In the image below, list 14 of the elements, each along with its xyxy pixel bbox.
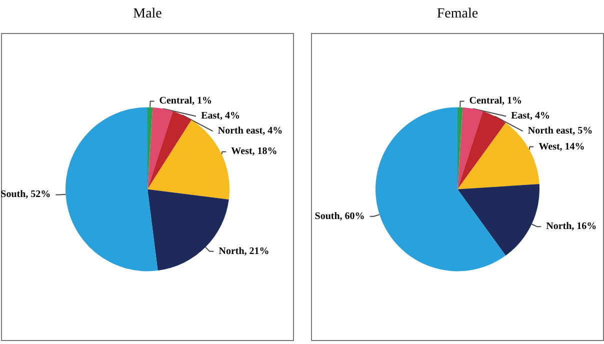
slice-label: East, 4%: [201, 110, 240, 122]
slice-label: North, 21%: [218, 246, 270, 257]
slice-label: West, 18%: [231, 146, 278, 158]
chart-title: Male: [133, 6, 162, 22]
slice-label: North east, 5%: [528, 126, 593, 137]
slice-label: Central, 1%: [159, 96, 212, 107]
slice-label: West, 14%: [538, 141, 585, 152]
chart-title: Female: [436, 6, 478, 22]
slice-label: North, 16%: [546, 221, 597, 232]
slice-label: East, 4%: [511, 110, 550, 122]
slice-label: Central, 1%: [469, 96, 522, 107]
slice-label: South, 52%: [0, 189, 51, 200]
slice-label: South, 60%: [314, 210, 365, 222]
slice-label: North east, 4%: [218, 126, 283, 137]
